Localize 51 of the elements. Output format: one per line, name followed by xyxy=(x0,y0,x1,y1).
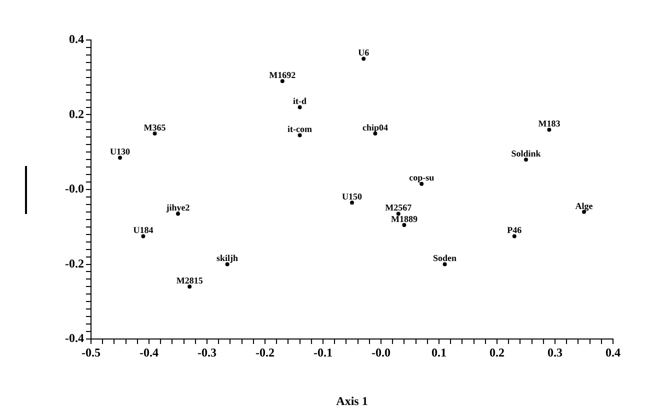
x-tick-label: 0.4 xyxy=(606,345,620,360)
series-label: jihye2 xyxy=(165,202,190,213)
series-label: M365 xyxy=(144,122,166,132)
series-label: M183 xyxy=(538,118,561,129)
point xyxy=(152,131,157,136)
y-tick-label: 0.2 xyxy=(69,106,84,121)
series-label: Soldink xyxy=(511,148,541,158)
point xyxy=(298,133,302,138)
point xyxy=(402,223,406,228)
point xyxy=(141,234,146,238)
point xyxy=(442,262,447,266)
series-label: Alge xyxy=(575,200,593,211)
series-label: chip04 xyxy=(362,122,388,132)
series-label: cop-su xyxy=(409,172,434,183)
point xyxy=(188,284,192,289)
series-label: M1889 xyxy=(390,214,418,224)
series-label: skiljh xyxy=(216,253,238,264)
series-label: M2815 xyxy=(176,276,204,286)
point xyxy=(280,79,284,84)
x-tick-label: -0.0 xyxy=(372,345,390,360)
x-tick-label: -0.2 xyxy=(256,345,274,360)
y-tick-label: -0.0 xyxy=(65,182,84,196)
series-label: M2567 xyxy=(385,202,412,213)
point xyxy=(396,212,400,216)
x-tick-label: -0.3 xyxy=(198,345,216,360)
series-label: P46 xyxy=(507,225,522,236)
series-label: it-com xyxy=(288,124,313,134)
point xyxy=(512,234,516,238)
x-tick-label: 0.1 xyxy=(432,345,446,360)
point xyxy=(547,128,552,132)
point xyxy=(350,200,354,205)
series-label: M1692 xyxy=(269,70,296,80)
series-label: U6 xyxy=(358,48,370,58)
point xyxy=(118,156,122,160)
x-tick-label: -0.1 xyxy=(314,345,332,360)
series-label: U184 xyxy=(133,225,154,236)
series-label: it-d xyxy=(293,96,307,106)
point xyxy=(524,158,528,162)
x-tick-label: -0.5 xyxy=(82,345,100,360)
y-tick-label: -0.2 xyxy=(65,256,84,270)
series-label: U130 xyxy=(110,146,130,157)
y-tick-label: -0.4 xyxy=(65,331,84,346)
point xyxy=(362,56,366,61)
x-tick-label: 0.3 xyxy=(548,345,562,360)
x-tick-label: -0.4 xyxy=(140,345,158,360)
point xyxy=(298,105,302,110)
y-tick-label: 0.4 xyxy=(69,32,84,46)
series-label: Soden xyxy=(433,253,457,264)
series-label: U150 xyxy=(342,191,362,202)
x-axis-title: Axis 1 xyxy=(336,394,368,408)
x-tick-label: 0.2 xyxy=(490,345,504,360)
